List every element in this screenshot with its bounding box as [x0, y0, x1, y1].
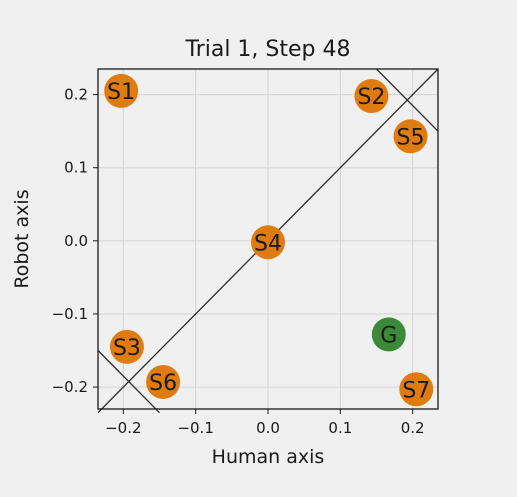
point-g: G	[371, 317, 406, 352]
x-tick-label: −0.1	[177, 419, 213, 437]
y-tick-label: 0.1	[64, 159, 88, 177]
y-tick-label: −0.1	[52, 305, 88, 323]
point-marker	[399, 372, 434, 407]
x-tick-label: −0.2	[105, 419, 141, 437]
point-s7: S7	[399, 372, 434, 407]
point-s3: S3	[109, 329, 144, 364]
y-tick-label: 0.0	[64, 232, 88, 250]
point-label: S3	[113, 336, 141, 361]
x-tick-label: 0.1	[328, 419, 352, 437]
point-marker	[146, 364, 181, 399]
point-marker	[354, 79, 389, 114]
point-s2: S2	[354, 79, 389, 114]
point-label: S6	[149, 371, 177, 396]
y-tick-label: 0.2	[64, 86, 88, 104]
point-marker	[251, 225, 285, 260]
point-s6: S6	[146, 364, 181, 399]
point-marker	[104, 73, 139, 108]
point-marker	[109, 329, 144, 364]
point-label: S4	[254, 231, 282, 256]
y-tick-label: −0.2	[52, 378, 88, 396]
point-label: S1	[107, 80, 135, 105]
y-axis-label: Robot axis	[11, 189, 33, 288]
point-label: S7	[402, 378, 430, 403]
point-label: S5	[397, 125, 425, 150]
x-axis-ticks: −0.2 −0.1 0.0 0.1 0.2	[105, 409, 425, 437]
data-points: S1 S2 S5 S4 S3 S6 G S7	[104, 73, 434, 407]
point-s1: S1	[104, 73, 139, 108]
x-axis-label: Human axis	[212, 446, 325, 468]
point-marker	[371, 317, 406, 352]
point-s5: S5	[393, 119, 428, 154]
point-label: S2	[357, 85, 385, 110]
point-label: G	[380, 323, 397, 348]
point-marker	[393, 119, 428, 154]
chart-title: Trial 1, Step 48	[184, 37, 350, 62]
x-tick-label: 0.0	[256, 419, 280, 437]
reference-line	[376, 68, 439, 132]
x-tick-label: 0.2	[401, 419, 425, 437]
reference-line	[97, 350, 160, 414]
y-axis-ticks: −0.2 −0.1 0.0 0.1 0.2	[52, 86, 98, 396]
point-s4: S4	[251, 225, 285, 260]
